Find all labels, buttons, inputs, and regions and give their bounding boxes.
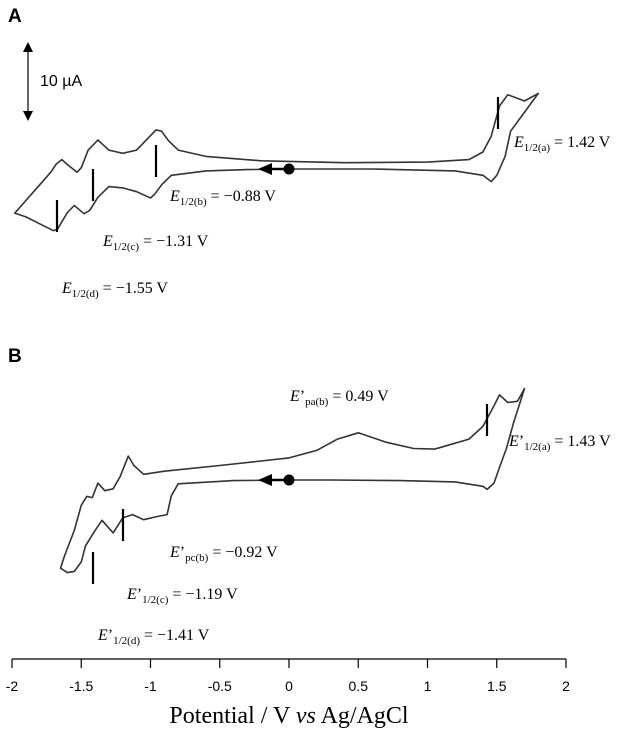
annotation-subscript: 1/2(c)	[113, 241, 140, 253]
start-point-dot-a	[283, 163, 295, 175]
x-tick-label: 2	[562, 678, 570, 694]
annotation-a-e12a: E1/2(a) = 1.42 V	[513, 134, 611, 154]
start-marker-b	[258, 474, 295, 486]
annotation-a-e12d: E1/2(d) = −1.55 V	[61, 280, 168, 300]
annotation-symbol: E	[169, 544, 180, 561]
x-tick-label: -1	[144, 678, 157, 694]
x-axis-title-pre: Potential / V	[169, 703, 295, 729]
half-wave-markers	[55, 97, 500, 584]
x-tick-label: 0	[285, 678, 293, 694]
scale-bar-arrow-up	[23, 42, 33, 52]
annotation-prime: ’	[137, 586, 142, 603]
annotation-b-epab: E’pa(b) = 0.49 V	[289, 388, 389, 408]
scale-bar-label: 10 µA	[40, 73, 82, 90]
x-axis-title-italic: vs	[296, 703, 316, 729]
annotation-subscript: 1/2(b)	[180, 196, 207, 208]
start-marker-a	[258, 163, 295, 175]
annotation-value: = 0.49 V	[332, 388, 389, 405]
annotation-b-e12c: E’1/2(c) = −1.19 V	[126, 586, 238, 606]
x-tick-label: -1.5	[69, 678, 93, 694]
annotation-value: = −0.92 V	[212, 544, 278, 561]
current-scale-bar: 10 µA	[23, 42, 82, 121]
annotation-subscript: pc(b)	[185, 552, 209, 564]
annotation-subscript: 1/2(c)	[142, 594, 169, 606]
annotation-prime: ’	[300, 388, 305, 405]
x-axis-ticks: -2 -1.5 -1 -0.5 0 0.5 1 1.5 2	[6, 659, 570, 694]
annotation-symbol: E	[61, 280, 72, 297]
panel-label-b: B	[8, 346, 22, 367]
x-tick-label: -2	[6, 678, 19, 694]
annotation-value: = 1.43 V	[554, 433, 611, 450]
annotation-value: = −1.41 V	[144, 627, 210, 644]
annotation-value: = −1.31 V	[143, 233, 209, 250]
panel-label-a: A	[8, 6, 22, 27]
annotation-value: = −0.88 V	[211, 188, 277, 205]
annotation-value: = −1.19 V	[172, 586, 238, 603]
annotation-symbol: E	[97, 627, 108, 644]
annotation-symbol: E	[289, 388, 300, 405]
annotation-a-e12c: E1/2(c) = −1.31 V	[102, 233, 209, 253]
annotation-subscript: pa(b)	[305, 396, 329, 408]
annotation-b-epcb: E’pc(b) = −0.92 V	[169, 544, 278, 564]
scale-bar-arrow-down	[23, 111, 33, 121]
annotation-a-e12b: E1/2(b) = −0.88 V	[169, 188, 276, 208]
annotation-value: = 1.42 V	[554, 134, 611, 151]
annotation-b-e12d: E’1/2(d) = −1.41 V	[97, 627, 210, 647]
voltammogram-curve-b	[59, 387, 526, 574]
annotation-prime: ’	[108, 627, 113, 644]
annotation-symbol: E	[513, 134, 524, 151]
x-tick-label: 1	[424, 678, 432, 694]
annotation-symbol: E	[126, 586, 137, 603]
x-tick-label: 1.5	[487, 678, 507, 694]
annotation-symbol: E	[508, 433, 519, 450]
annotation-prime: ’	[519, 433, 524, 450]
sweep-direction-arrow-a	[258, 163, 272, 175]
annotation-prime: ’	[180, 544, 185, 561]
annotation-b-e12a: E’1/2(a) = 1.43 V	[508, 433, 611, 453]
start-point-dot-b	[283, 474, 295, 486]
annotation-value: = −1.55 V	[103, 280, 169, 297]
x-axis-title: Potential / V vs Ag/AgCl	[169, 703, 408, 729]
annotation-symbol: E	[169, 188, 180, 205]
x-tick-label: 0.5	[349, 678, 369, 694]
annotation-subscript: 1/2(a)	[524, 441, 551, 453]
voltammogram-curve-a	[14, 92, 540, 232]
annotation-subscript: 1/2(d)	[72, 288, 99, 300]
annotation-subscript: 1/2(a)	[524, 142, 551, 154]
x-tick-label: -0.5	[208, 678, 232, 694]
x-axis-title-post: Ag/AgCl	[316, 703, 409, 729]
annotation-subscript: 1/2(d)	[113, 635, 140, 647]
annotation-symbol: E	[102, 233, 113, 250]
sweep-direction-arrow-b	[258, 474, 272, 486]
